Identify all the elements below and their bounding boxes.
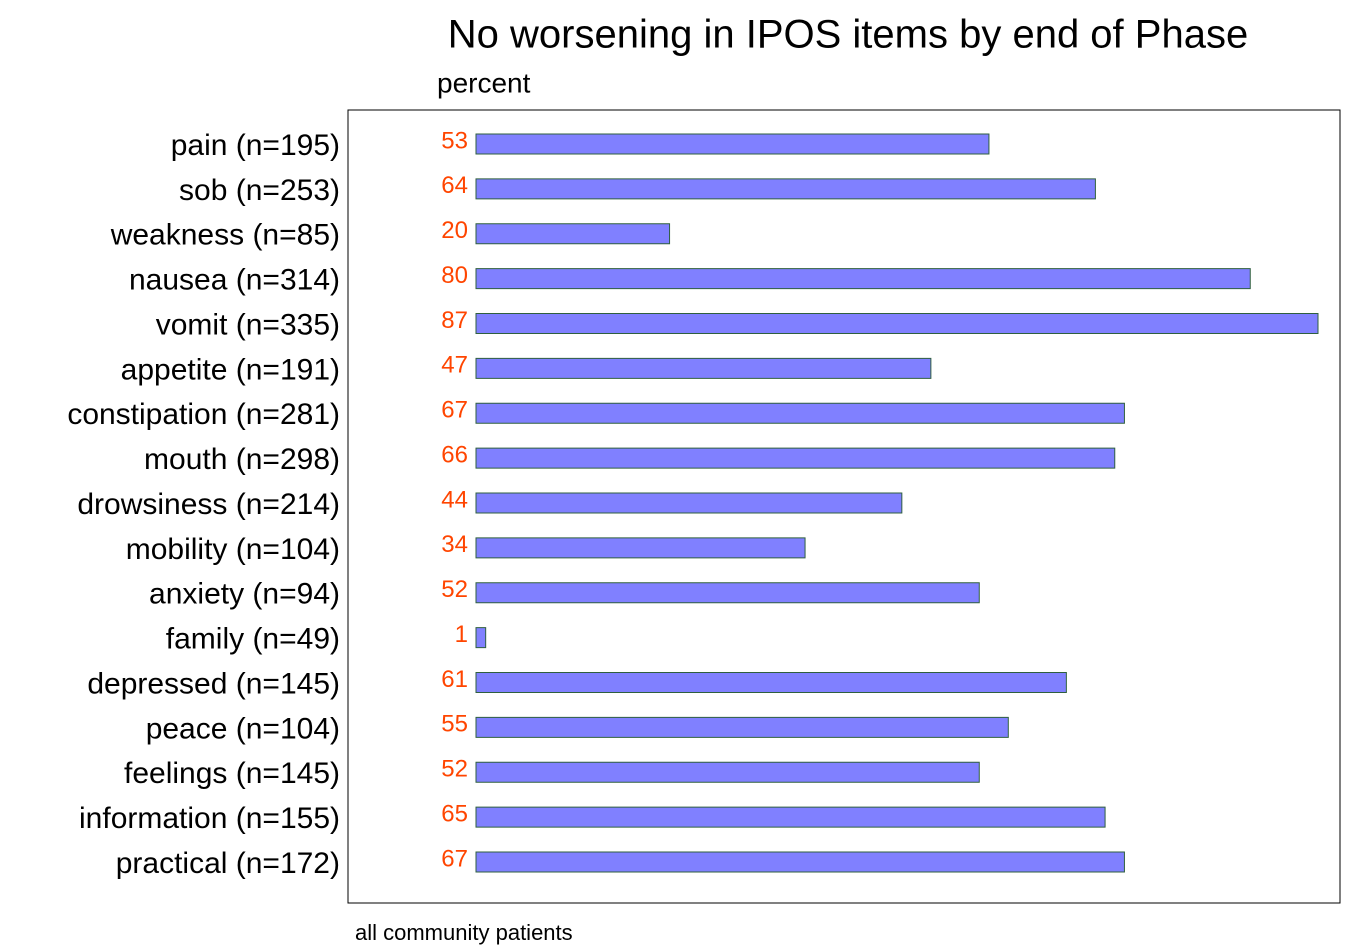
value-label: 61 (441, 666, 468, 693)
category-label: family (n=49) (166, 623, 340, 656)
value-label: 87 (441, 307, 468, 334)
category-label: peace (n=104) (146, 712, 340, 745)
category-label: depressed (n=145) (87, 667, 340, 700)
bar (475, 133, 990, 155)
category-label: sob (n=253) (179, 174, 340, 207)
category-label: constipation (n=281) (67, 398, 340, 431)
bar (475, 672, 1067, 693)
category-label: weakness (n=85) (110, 219, 340, 252)
bar (475, 178, 1096, 200)
value-label: 64 (441, 172, 468, 199)
value-label: 47 (441, 352, 468, 379)
bar (475, 447, 1116, 469)
plot-frame (347, 109, 1341, 904)
bar (475, 627, 487, 649)
bar (475, 716, 1009, 738)
value-label: 1 (455, 621, 468, 648)
chart-title: No worsening in IPOS items by end of Pha… (448, 13, 1248, 57)
bar (475, 582, 980, 604)
category-label: appetite (n=191) (121, 353, 340, 386)
value-label: 55 (441, 711, 468, 738)
bar (475, 851, 1125, 873)
bar (475, 402, 1125, 424)
category-label: anxiety (n=94) (149, 578, 340, 611)
category-label: mouth (n=298) (144, 443, 340, 476)
bar (475, 806, 1106, 828)
bar (475, 313, 1319, 334)
category-label: vomit (n=335) (156, 308, 340, 341)
bar (475, 268, 1251, 290)
category-label: practical (n=172) (116, 847, 340, 880)
value-label: 52 (441, 576, 468, 603)
bar (475, 761, 980, 783)
category-label: information (n=155) (79, 802, 340, 835)
value-label: 44 (441, 486, 468, 513)
bar (475, 537, 806, 559)
value-label: 52 (441, 756, 468, 783)
category-label: nausea (n=314) (129, 264, 340, 297)
category-label: pain (n=195) (171, 129, 340, 162)
bar (475, 492, 903, 514)
bar (475, 357, 932, 379)
axis-subtitle: percent (437, 67, 531, 98)
value-label: 65 (441, 800, 468, 827)
value-label: 66 (441, 441, 468, 468)
category-label: drowsiness (n=214) (77, 488, 340, 521)
value-label: 67 (441, 397, 468, 424)
category-label: feelings (n=145) (124, 757, 340, 790)
category-label: mobility (n=104) (126, 533, 340, 566)
value-label: 67 (441, 845, 468, 872)
value-label: 80 (441, 262, 468, 289)
bar (475, 223, 671, 245)
value-label: 53 (441, 127, 468, 154)
value-label: 20 (441, 217, 468, 244)
value-label: 34 (441, 531, 468, 558)
footnote: all community patients (355, 920, 573, 945)
